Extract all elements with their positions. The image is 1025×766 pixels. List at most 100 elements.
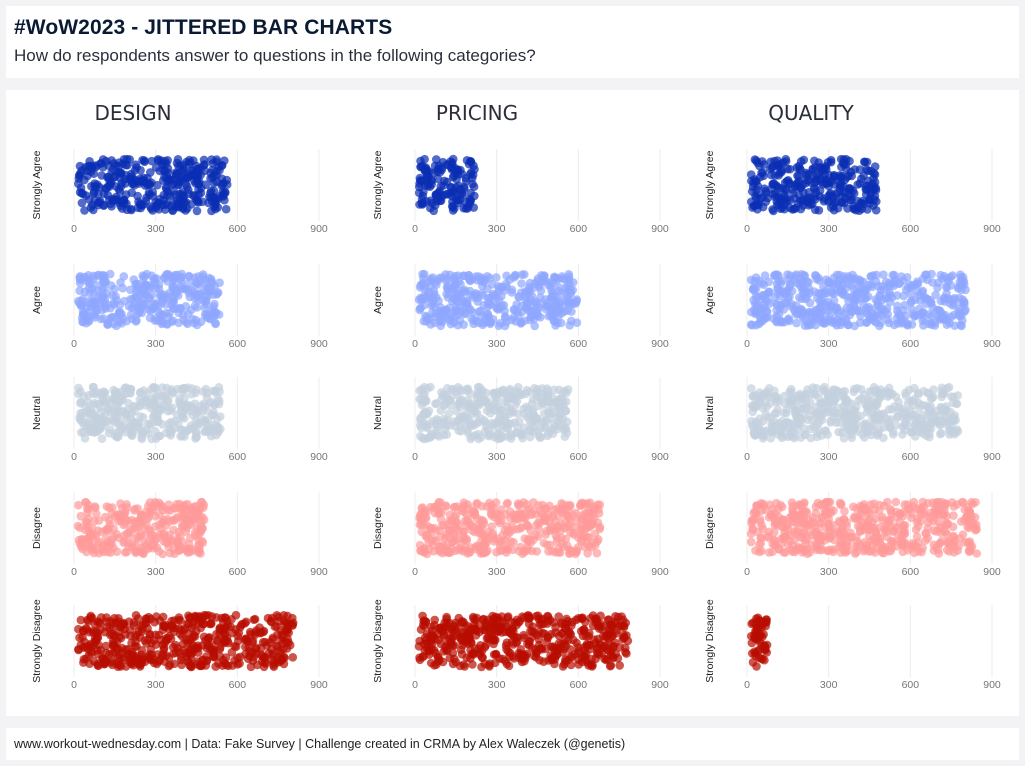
data-point	[584, 640, 594, 650]
data-point	[205, 192, 214, 202]
data-point	[187, 384, 197, 393]
data-point	[183, 285, 193, 294]
data-point	[114, 516, 123, 526]
data-point	[148, 543, 158, 553]
data-point	[191, 627, 201, 636]
data-point	[567, 307, 576, 316]
data-point	[146, 306, 155, 316]
data-point	[162, 184, 171, 193]
data-point	[154, 630, 164, 640]
data-point	[860, 157, 870, 167]
data-point	[781, 154, 791, 164]
data-point	[101, 641, 111, 651]
data-point	[182, 505, 192, 514]
data-point	[553, 318, 562, 328]
x-tick-label: 900	[310, 679, 328, 691]
data-point	[192, 643, 202, 652]
data-point	[177, 660, 186, 670]
data-point	[837, 197, 847, 206]
data-point	[429, 534, 438, 543]
data-point	[164, 661, 174, 671]
data-point	[548, 288, 557, 298]
data-point	[574, 655, 583, 664]
data-point	[122, 316, 131, 326]
category-title: PRICING	[436, 101, 518, 125]
data-point	[829, 273, 839, 283]
data-point	[79, 272, 89, 282]
data-point	[757, 168, 766, 178]
data-point	[131, 611, 141, 620]
data-point	[475, 546, 485, 556]
data-point	[591, 654, 600, 664]
data-point	[535, 644, 544, 653]
data-point	[124, 528, 134, 538]
data-point	[148, 394, 158, 404]
data-point	[509, 538, 518, 547]
data-point	[417, 527, 427, 537]
data-point	[514, 546, 524, 556]
data-point	[184, 185, 193, 195]
data-point	[482, 396, 492, 406]
data-point	[434, 161, 444, 170]
x-tick-label: 600	[570, 338, 588, 350]
data-point	[565, 296, 574, 305]
data-point	[889, 430, 898, 439]
data-point	[206, 174, 215, 183]
data-point	[443, 383, 452, 393]
data-point	[896, 311, 905, 321]
x-tick-label: 600	[229, 566, 247, 578]
data-point	[844, 184, 853, 193]
data-point	[466, 400, 476, 409]
data-point	[155, 166, 165, 176]
data-point	[159, 537, 169, 546]
data-point	[434, 191, 443, 201]
data-point	[503, 545, 513, 554]
data-point	[107, 629, 116, 639]
data-point	[450, 282, 460, 292]
data-point	[273, 642, 283, 651]
data-point	[451, 657, 461, 667]
data-point	[449, 274, 459, 283]
data-point	[810, 163, 820, 172]
data-point	[440, 307, 450, 316]
data-point	[607, 646, 616, 655]
data-point	[186, 158, 195, 167]
data-point	[473, 390, 483, 400]
data-point	[137, 434, 147, 444]
data-point	[146, 168, 155, 177]
data-point	[489, 650, 499, 659]
data-point	[234, 628, 244, 638]
data-point	[595, 640, 605, 650]
data-point	[123, 160, 132, 170]
data-point	[506, 391, 515, 401]
data-point	[420, 646, 430, 655]
data-point	[765, 164, 775, 174]
data-point	[853, 306, 862, 316]
data-point	[81, 318, 91, 328]
data-point	[478, 275, 488, 284]
data-point	[477, 662, 486, 672]
data-point	[142, 193, 151, 202]
x-tick-label: 600	[229, 451, 247, 463]
data-point	[606, 620, 616, 629]
data-point	[466, 434, 475, 444]
data-point	[107, 156, 116, 165]
data-point	[162, 319, 171, 329]
data-point	[416, 431, 425, 441]
data-point	[426, 382, 435, 392]
data-point	[108, 641, 118, 651]
data-point	[233, 660, 242, 669]
data-point	[441, 270, 450, 279]
data-point	[142, 269, 152, 279]
data-point	[167, 403, 177, 412]
data-point	[188, 633, 197, 643]
x-tick-label: 300	[820, 223, 838, 235]
data-point	[503, 613, 512, 623]
page-subtitle: How do respondents answer to questions i…	[14, 46, 536, 65]
data-point	[191, 280, 201, 290]
header-panel: #WoW2023 - JITTERED BAR CHARTS How do re…	[6, 6, 1019, 78]
data-point	[488, 289, 498, 299]
data-point	[415, 394, 425, 404]
response-label: Neutral	[372, 396, 384, 430]
